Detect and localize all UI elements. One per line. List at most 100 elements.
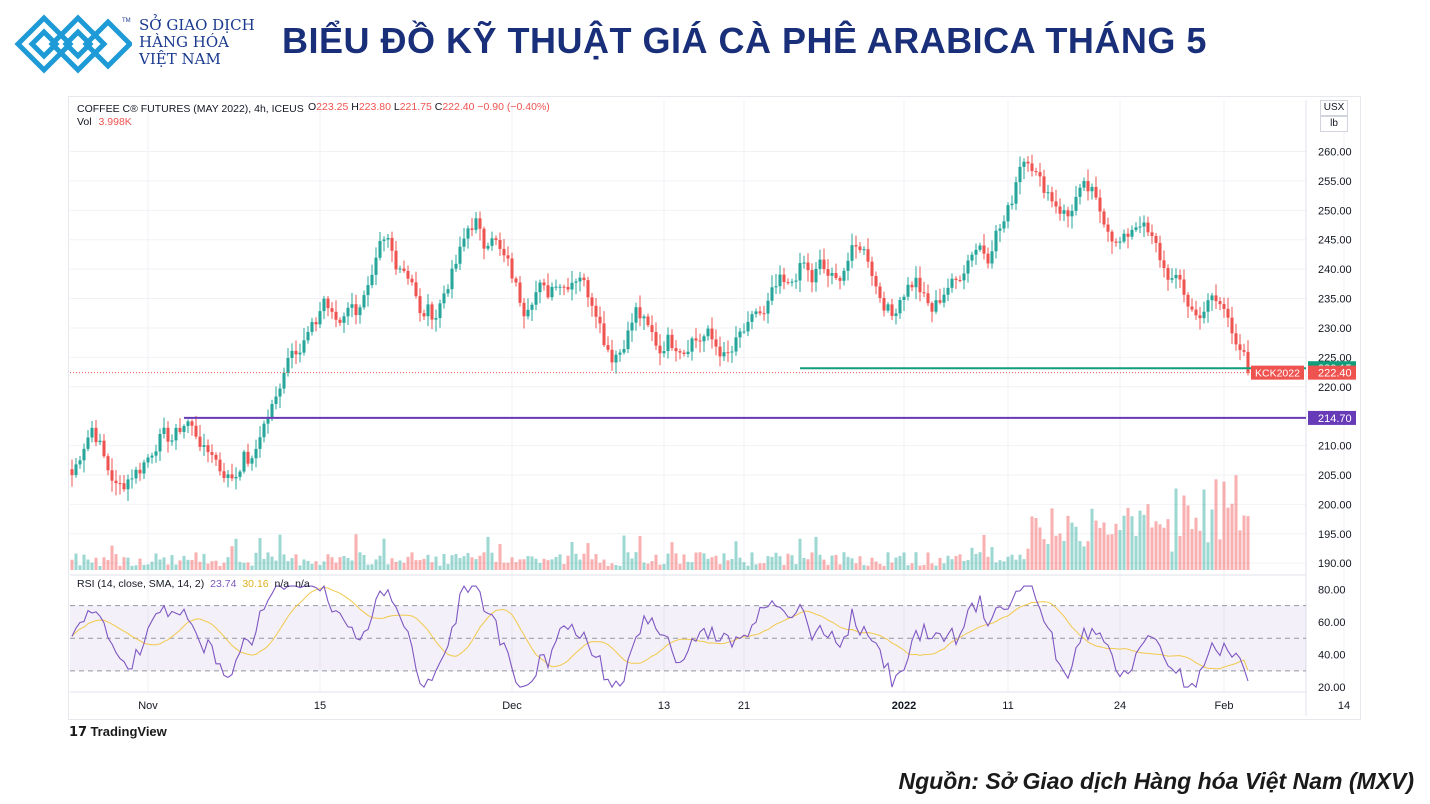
candle-body (678, 351, 682, 353)
volume-bar (574, 553, 578, 570)
candle-body (230, 474, 234, 479)
candle-body (858, 246, 862, 251)
volume-bar (526, 556, 530, 570)
volume-bar (542, 558, 546, 570)
candle-body (350, 304, 354, 308)
volume-bar (82, 554, 86, 570)
volume-bar (190, 559, 194, 570)
candle-body (1070, 210, 1074, 217)
volume-bar (630, 558, 634, 570)
volume-bar (1050, 508, 1054, 570)
candle-body (174, 427, 178, 441)
volume-bar (962, 560, 966, 570)
logo-trademark: TM (122, 18, 131, 24)
rsi-sma-value: 30.16 (242, 578, 269, 590)
volume-bar (238, 561, 242, 570)
candle-body (418, 296, 422, 314)
candle-body (710, 328, 714, 340)
volume-bar (522, 559, 526, 570)
volume-bar (1134, 535, 1138, 570)
candle-body (334, 311, 338, 320)
candle-body (730, 351, 734, 353)
candle-body (650, 325, 654, 333)
volume-bar (502, 562, 506, 570)
volume-bar (414, 560, 418, 570)
candle-body (606, 345, 610, 350)
currency-button[interactable]: USX (1320, 100, 1348, 116)
candle-body (134, 469, 138, 479)
volume-bar (1138, 510, 1142, 570)
unit-button[interactable]: lb (1320, 116, 1348, 132)
volume-bar (482, 552, 486, 570)
volume-bar (518, 559, 522, 570)
volume-bar (234, 538, 238, 570)
candle-body (1146, 222, 1150, 233)
volume-bar (870, 557, 874, 570)
price-tick-label: 260.00 (1318, 147, 1352, 159)
candle-body (1242, 350, 1246, 352)
candle-body (150, 455, 154, 458)
volume-bar (282, 554, 286, 570)
volume-bar (166, 564, 170, 570)
candle-body (1130, 229, 1134, 237)
candle-body (322, 298, 326, 312)
candle-body (842, 270, 846, 281)
volume-bar (286, 561, 290, 570)
volume-bar (178, 560, 182, 570)
volume-bar (750, 552, 754, 570)
candle-body (802, 262, 806, 264)
candle-body (86, 437, 90, 449)
candle-body (850, 245, 854, 261)
volume-bar (142, 564, 146, 570)
candle-body (554, 286, 558, 288)
volume-bar (770, 556, 774, 570)
volume-bar (1234, 475, 1238, 570)
volume-bar (794, 564, 798, 570)
candle-body (374, 257, 378, 275)
volume-bar (730, 558, 734, 570)
candle-body (790, 281, 794, 283)
candle-body (854, 245, 858, 247)
candle-body (386, 237, 390, 240)
volume-bar (494, 561, 498, 570)
candle-body (1170, 278, 1174, 280)
candle-body (486, 245, 490, 249)
volume-bar (206, 563, 210, 570)
volume-bar (902, 552, 906, 570)
candle-body (90, 427, 94, 438)
volume-bar (530, 556, 534, 570)
volume-bar (314, 561, 318, 570)
candle-body (1206, 300, 1210, 312)
volume-bar (418, 559, 422, 570)
price-tick-label: 210.00 (1318, 441, 1352, 453)
volume-bar (706, 558, 710, 570)
candle-body (638, 307, 642, 319)
candle-body (146, 457, 150, 463)
candle-body (1102, 211, 1106, 225)
legend-symbol-text: COFFEE C® FUTURES (MAY 2022), 4h, ICEUS (77, 103, 304, 115)
price-tick-label: 255.00 (1318, 176, 1352, 188)
candle-body (190, 421, 194, 426)
volume-bar (1094, 520, 1098, 570)
candle-body (1106, 224, 1110, 232)
candle-body (458, 246, 462, 264)
candle-body (682, 352, 686, 355)
volume-bar (678, 563, 682, 570)
volume-bar (254, 552, 258, 570)
price-tick-label: 205.00 (1318, 470, 1352, 482)
candle-body (582, 277, 586, 281)
volume-bar (1198, 530, 1202, 570)
candle-body (930, 303, 934, 312)
candle-body (970, 254, 974, 261)
volume-bar (258, 538, 262, 570)
candle-body (1178, 274, 1182, 280)
candle-body (894, 313, 898, 316)
volume-bar (230, 546, 234, 570)
candle-body (1214, 295, 1218, 302)
candle-body (1174, 274, 1178, 279)
source-caption: Nguồn: Sở Giao dịch Hàng hóa Việt Nam (M… (898, 768, 1414, 794)
volume-bar (1194, 517, 1198, 570)
time-tick-label: 11 (1002, 700, 1013, 712)
volume-bar (330, 557, 334, 570)
